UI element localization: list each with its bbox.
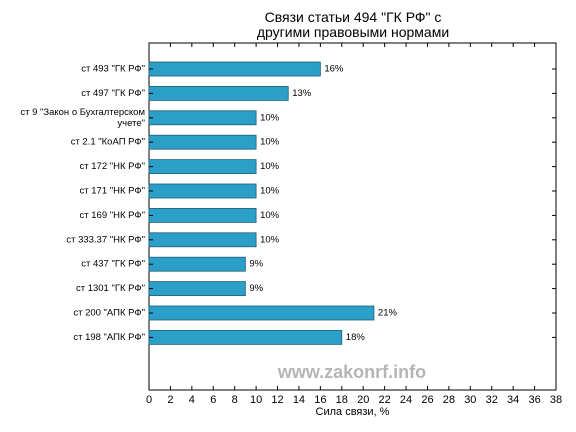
bar bbox=[148, 61, 321, 77]
bar bbox=[148, 183, 257, 199]
x-tick-label: 36 bbox=[528, 394, 540, 406]
value-label: 10% bbox=[260, 210, 280, 221]
x-tick-label: 28 bbox=[443, 394, 455, 406]
bar bbox=[148, 281, 246, 297]
x-tick-label: 30 bbox=[464, 394, 476, 406]
bar bbox=[148, 134, 257, 150]
category-label: ст 497 "ГК РФ" bbox=[81, 88, 145, 99]
x-tick-label: 6 bbox=[210, 394, 216, 406]
category-label: ст 171 "НК РФ" bbox=[80, 186, 145, 197]
category-label: ст 2.1 "КоАП РФ" bbox=[71, 137, 145, 148]
x-tick-label: 2 bbox=[167, 394, 173, 406]
x-tick-label: 32 bbox=[486, 394, 498, 406]
value-label: 9% bbox=[249, 283, 263, 294]
x-tick-label: 34 bbox=[507, 394, 519, 406]
bar bbox=[148, 110, 257, 126]
category-label: ст 169 "НК РФ" bbox=[80, 210, 145, 221]
watermark: www.zakonrf.info bbox=[277, 362, 426, 382]
x-tick-label: 20 bbox=[357, 394, 369, 406]
bar bbox=[148, 305, 375, 321]
category-label: ст 9 "Закон о Бухгалтерском bbox=[20, 107, 145, 118]
value-label: 21% bbox=[378, 308, 398, 319]
value-label: 9% bbox=[249, 259, 263, 270]
bar bbox=[148, 232, 257, 248]
category-label: учете" bbox=[117, 118, 145, 129]
value-label: 10% bbox=[260, 112, 280, 123]
bar bbox=[148, 329, 343, 345]
bar bbox=[148, 86, 289, 101]
category-label: ст 200 "АПК РФ" bbox=[73, 308, 145, 319]
value-label: 18% bbox=[346, 332, 366, 343]
category-label: ст 333.37 "НК РФ" bbox=[66, 234, 145, 245]
x-tick-label: 18 bbox=[336, 394, 348, 406]
bar bbox=[148, 207, 257, 223]
value-label: 10% bbox=[260, 234, 280, 245]
bar bbox=[148, 159, 257, 175]
value-label: 16% bbox=[324, 64, 344, 75]
x-tick-label: 0 bbox=[146, 394, 152, 406]
value-label: 13% bbox=[292, 88, 312, 99]
x-tick-label: 26 bbox=[421, 394, 433, 406]
value-label: 10% bbox=[260, 186, 280, 197]
x-tick-label: 16 bbox=[314, 394, 326, 406]
category-label: ст 437 "ГК РФ" bbox=[81, 259, 145, 270]
x-axis-title: Сила связи, % bbox=[316, 406, 390, 418]
value-label: 10% bbox=[260, 137, 280, 148]
x-tick-label: 4 bbox=[189, 394, 195, 406]
chart-title-line: Связи статьи 494 "ГК РФ" с bbox=[265, 9, 442, 25]
category-label: ст 1301 "ГК РФ" bbox=[76, 283, 145, 294]
category-label: ст 172 "НК РФ" bbox=[80, 161, 145, 172]
bar bbox=[148, 256, 246, 272]
x-tick-label: 8 bbox=[232, 394, 238, 406]
category-label: ст 198 "АПК РФ" bbox=[73, 332, 145, 343]
x-tick-label: 14 bbox=[293, 394, 305, 406]
value-label: 10% bbox=[260, 161, 280, 172]
x-tick-label: 22 bbox=[379, 394, 391, 406]
category-label: ст 493 "ГК РФ" bbox=[81, 64, 145, 75]
x-tick-label: 12 bbox=[271, 394, 283, 406]
x-tick-label: 38 bbox=[550, 394, 562, 406]
x-tick-label: 24 bbox=[400, 394, 412, 406]
x-tick-label: 10 bbox=[250, 394, 262, 406]
chart-title-line: другими правовыми нормами bbox=[257, 24, 449, 40]
